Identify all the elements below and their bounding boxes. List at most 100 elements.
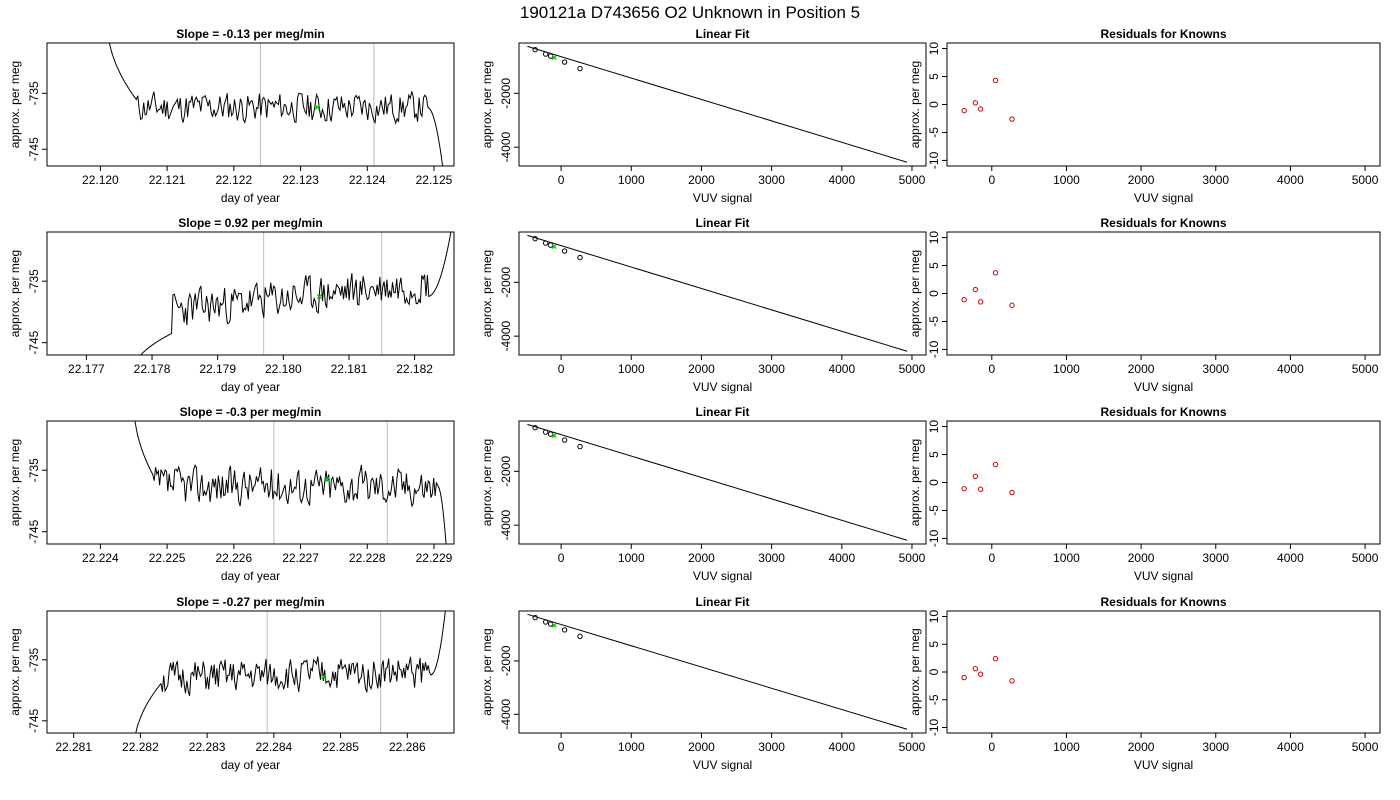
known-point [577, 65, 583, 72]
known-point [542, 51, 549, 57]
x-tick-label: 22.121 [149, 173, 186, 187]
residual-point [961, 107, 967, 114]
x-tick-label: 5000 [1352, 551, 1379, 565]
x-tick-label: 4000 [1277, 362, 1304, 376]
x-axis-label: VUV signal [693, 569, 752, 583]
x-tick-label: 22.181 [331, 362, 368, 376]
x-axis-label: VUV signal [693, 758, 752, 772]
x-axis-label: day of year [221, 569, 280, 583]
chart-panel-3-2: Residuals for Knowns 0 1000 2000 3000 4000 500… [908, 216, 1381, 394]
x-tick-label: 22.229 [416, 551, 453, 565]
x-tick-label: 0 [558, 362, 565, 376]
plot-area [961, 655, 1015, 684]
panel-title: Residuals for Knowns [1100, 216, 1226, 230]
x-axis-label: VUV signal [1134, 380, 1193, 394]
x-tick-label: 2000 [688, 173, 715, 187]
y-tick-label: -4000 [499, 509, 513, 540]
mean-marker [324, 476, 330, 482]
known-point [542, 429, 549, 435]
x-tick-label: 22.285 [322, 740, 359, 754]
y-tick-label: 5 [927, 451, 941, 458]
plot-frame [518, 231, 927, 356]
panel-title: Linear Fit [695, 216, 749, 230]
y-tick-label: -2000 [499, 78, 513, 109]
y-tick-label: 0 [927, 479, 941, 486]
residual-point [961, 485, 967, 492]
y-tick-label: -5 [927, 127, 941, 138]
residual-point [1009, 678, 1015, 684]
x-tick-label: 22.182 [396, 362, 433, 376]
y-tick-label: -2000 [499, 456, 513, 487]
chart-panel-3-1: Residuals for Knowns 0 1000 2000 3000 4000 500… [908, 27, 1381, 205]
y-tick-label: -735 [27, 269, 41, 293]
y-axis-label: approx. per meg [8, 628, 22, 715]
panel-title: Linear Fit [695, 27, 749, 41]
known-point [561, 59, 568, 65]
chart-panel-2-3: Linear Fit 0 1000 2000 3000 4000 5000 VUV signa… [480, 405, 927, 583]
x-tick-label: 3000 [1202, 740, 1229, 754]
residual-point [972, 665, 979, 672]
x-tick-label: 22.228 [349, 551, 386, 565]
figure-title: 190121a D743656 O2 Unknown in Position 5 [520, 3, 860, 22]
fit-line [527, 234, 908, 352]
chart-panel-3-4: Residuals for Knowns 0 1000 2000 3000 4000 500… [908, 595, 1381, 772]
panel-title: Residuals for Knowns [1100, 27, 1226, 41]
y-axis-label: approx. per meg [480, 250, 494, 337]
x-tick-label: 22.180 [265, 362, 302, 376]
panel-grid: Slope = -0.13 per meg/min 22.120 22.121 22.… [8, 27, 1381, 772]
residual-point [977, 106, 984, 112]
x-tick-label: 22.227 [282, 551, 319, 565]
x-tick-label: 22.123 [282, 173, 319, 187]
x-tick-label: 22.179 [199, 362, 236, 376]
x-tick-label: 3000 [758, 740, 785, 754]
plot-frame [46, 420, 455, 545]
plot-area [527, 613, 908, 730]
mean-marker [321, 674, 327, 680]
x-axis-label: VUV signal [693, 380, 752, 394]
x-tick-label: 0 [558, 551, 565, 565]
plot-frame [946, 420, 1381, 545]
x-tick-label: 2000 [1128, 173, 1155, 187]
y-tick-label: -10 [927, 529, 941, 547]
x-tick-label: 1000 [618, 740, 645, 754]
x-tick-label: 0 [988, 173, 995, 187]
panel-title: Slope = -0.3 per meg/min [180, 405, 322, 419]
plot-frame [46, 231, 455, 356]
y-axis-label: approx. per meg [480, 628, 494, 715]
y-tick-label: -4000 [499, 699, 513, 730]
residual-point [1009, 489, 1015, 496]
x-tick-label: 2000 [1128, 362, 1155, 376]
x-axis-label: VUV signal [1134, 569, 1193, 583]
x-axis-label: VUV signal [1134, 758, 1193, 772]
x-tick-label: 0 [988, 740, 995, 754]
residual-point [961, 674, 967, 681]
chart-panel-1-2: Slope = 0.92 per meg/min 22.177 22.178 22.1… [8, 216, 455, 394]
known-point [577, 443, 583, 450]
x-tick-label: 3000 [1202, 173, 1229, 187]
panel-title: Linear Fit [695, 595, 749, 609]
y-tick-label: -5 [927, 316, 941, 327]
known-point [532, 424, 538, 431]
plot-area [108, 43, 444, 166]
y-tick-label: 0 [927, 101, 941, 108]
known-point [561, 437, 568, 443]
known-point [532, 614, 538, 621]
unknown-marker [551, 55, 557, 61]
y-tick-label: -5 [927, 694, 941, 705]
y-tick-label: 5 [927, 73, 941, 80]
y-axis-label: approx. per meg [8, 250, 22, 337]
known-point [532, 46, 538, 53]
plot-area [961, 77, 1015, 122]
panel-title: Slope = -0.13 per meg/min [176, 27, 324, 41]
chart-panel-1-1: Slope = -0.13 per meg/min 22.120 22.121 22.… [8, 27, 455, 205]
x-axis-label: day of year [221, 191, 280, 205]
x-tick-label: 5000 [1352, 173, 1379, 187]
known-point [561, 248, 568, 254]
plot-area [527, 234, 908, 352]
x-tick-label: 4000 [1277, 740, 1304, 754]
chart-panel-2-1: Linear Fit 0 1000 2000 3000 4000 5000 VUV signa… [480, 27, 927, 205]
x-tick-label: 4000 [828, 362, 855, 376]
y-tick-label: -735 [27, 81, 41, 105]
residual-point [977, 671, 984, 677]
x-tick-label: 4000 [1277, 173, 1304, 187]
